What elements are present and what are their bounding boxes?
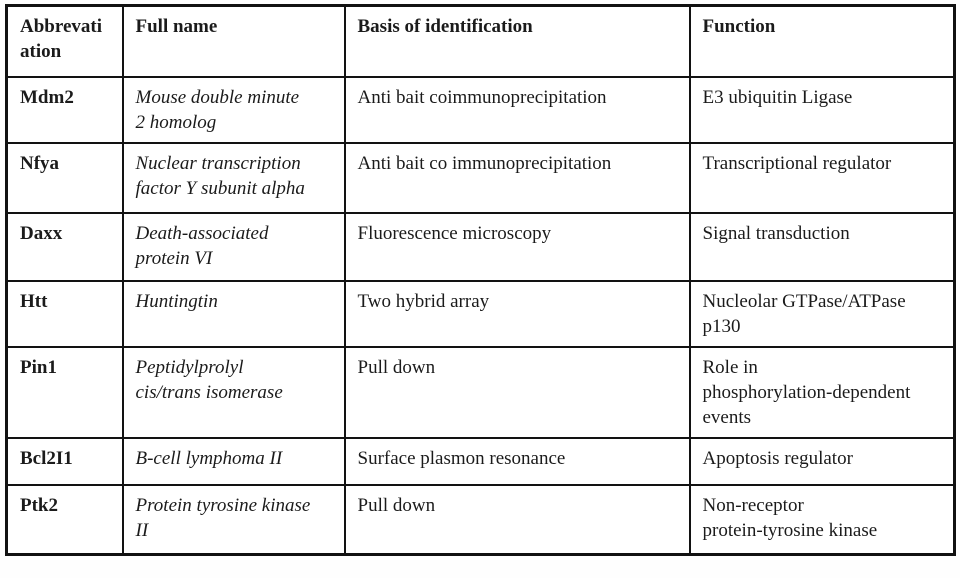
basis-cell: Anti bait co immunoprecipitation: [343, 141, 691, 214]
abbreviation-cell: Ptk2: [5, 483, 124, 556]
full-name-cell: Death-associated protein VI: [121, 211, 346, 282]
full-name-cell: Protein tyrosine kinase II: [121, 483, 346, 556]
abbreviation-cell: Bcl2I1: [5, 436, 124, 486]
function-cell: E3 ubiquitin Ligase: [688, 75, 956, 144]
table-row: Bcl2I1 B-cell lymphoma II Surface plasmo…: [5, 436, 956, 486]
full-name-cell: Mouse double minute 2 homolog: [121, 75, 346, 144]
function-cell: Non-receptor protein-tyrosine kinase: [688, 483, 956, 556]
basis-cell: Surface plasmon resonance: [343, 436, 691, 486]
basis-cell: Two hybrid array: [343, 279, 691, 348]
function-cell: Transcriptional regulator: [688, 141, 956, 214]
full-name-cell: Nuclear transcription factor Y subunit a…: [121, 141, 346, 214]
basis-cell: Pull down: [343, 345, 691, 439]
abbreviation-cell: Pin1: [5, 345, 124, 439]
function-cell: Nucleolar GTPase/ATPase p130: [688, 279, 956, 348]
column-header-function: Function: [688, 4, 956, 78]
abbreviation-cell: Htt: [5, 279, 124, 348]
function-cell: Role in phosphorylation-dependent events: [688, 345, 956, 439]
full-name-cell: Peptidylprolyl cis/trans isomerase: [121, 345, 346, 439]
basis-cell: Pull down: [343, 483, 691, 556]
table-header-row: Abbrevati ation Full name Basis of ident…: [5, 4, 956, 78]
table-row: Htt Huntingtin Two hybrid array Nucleola…: [5, 279, 956, 348]
abbreviation-cell: Mdm2: [5, 75, 124, 144]
basis-cell: Anti bait coimmunoprecipitation: [343, 75, 691, 144]
column-header-basis: Basis of identification: [343, 4, 691, 78]
column-header-abbreviation: Abbrevati ation: [5, 4, 124, 78]
protein-interaction-table: Abbrevati ation Full name Basis of ident…: [5, 4, 956, 556]
table-row: Nfya Nuclear transcription factor Y subu…: [5, 141, 956, 214]
function-cell: Signal transduction: [688, 211, 956, 282]
abbreviation-cell: Nfya: [5, 141, 124, 214]
basis-cell: Fluorescence microscopy: [343, 211, 691, 282]
table-row: Ptk2 Protein tyrosine kinase II Pull dow…: [5, 483, 956, 556]
table-row: Pin1 Peptidylprolyl cis/trans isomerase …: [5, 345, 956, 439]
function-cell: Apoptosis regulator: [688, 436, 956, 486]
abbreviation-cell: Daxx: [5, 211, 124, 282]
full-name-cell: Huntingtin: [121, 279, 346, 348]
table-row: Daxx Death-associated protein VI Fluores…: [5, 211, 956, 282]
column-header-full-name: Full name: [121, 4, 346, 78]
full-name-cell: B-cell lymphoma II: [121, 436, 346, 486]
table-row: Mdm2 Mouse double minute 2 homolog Anti …: [5, 75, 956, 144]
